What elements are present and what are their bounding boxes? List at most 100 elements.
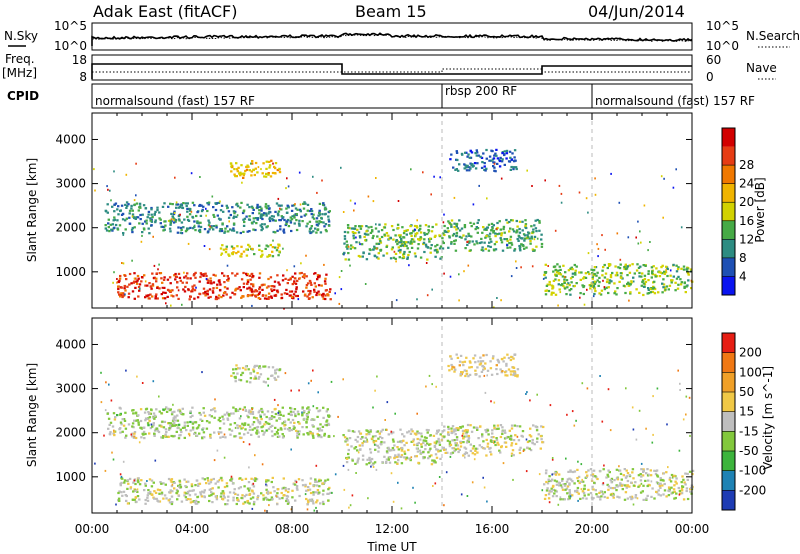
heatmap-cell <box>285 499 288 503</box>
heatmap-cell <box>647 288 650 291</box>
heatmap-cell <box>602 266 605 269</box>
heatmap-cell <box>261 429 264 433</box>
heatmap-cell <box>164 408 167 411</box>
heatmap-cell <box>365 233 368 236</box>
heatmap-cell <box>219 289 222 292</box>
heatmap-cell <box>328 486 331 489</box>
heatmap-cell <box>686 497 690 501</box>
heatmap-cell <box>320 284 323 287</box>
heatmap-cell <box>422 456 425 459</box>
heatmap-cell <box>485 353 488 357</box>
heatmap-cell <box>324 294 327 297</box>
heatmap-cell <box>227 230 230 233</box>
heatmap-cell <box>486 500 488 503</box>
heatmap-cell <box>478 444 481 447</box>
heatmap-cell <box>405 244 408 247</box>
heatmap-cell <box>254 454 256 457</box>
heatmap-cell <box>117 205 120 208</box>
heatmap-cell <box>318 478 321 481</box>
heatmap-cell <box>312 484 315 487</box>
heatmap-cell <box>264 381 267 384</box>
heatmap-cell <box>254 294 257 297</box>
heatmap-cell <box>271 411 274 414</box>
heatmap-cell <box>671 491 674 494</box>
heatmap-cell <box>287 278 290 281</box>
heatmap-cell <box>185 492 188 495</box>
heatmap-cell <box>519 246 522 249</box>
freq-panel-frame <box>91 54 693 81</box>
heatmap-cell <box>507 356 511 360</box>
heatmap-cell <box>217 480 220 483</box>
heatmap-cell <box>140 427 143 430</box>
heatmap-cell <box>107 218 110 221</box>
heatmap-cell <box>227 253 230 256</box>
heatmap-cell <box>117 280 120 283</box>
heatmap-cell <box>247 165 250 168</box>
heatmap-cell <box>113 170 115 173</box>
heatmap-cell <box>353 430 356 433</box>
heatmap-cell <box>644 479 647 482</box>
heatmap-cell <box>287 418 290 421</box>
heatmap-cell <box>651 270 654 273</box>
heatmap-cell <box>186 202 189 205</box>
heatmap-cell <box>162 435 165 438</box>
heatmap-cell <box>120 491 123 494</box>
heatmap-cell <box>222 291 226 294</box>
heatmap-cell <box>274 219 277 222</box>
heatmap-cell <box>240 164 243 167</box>
heatmap-cell <box>390 225 394 228</box>
heatmap-cell <box>171 490 174 493</box>
heatmap-cell <box>251 408 253 411</box>
heatmap-cell <box>131 215 134 218</box>
heatmap-cell <box>197 424 201 427</box>
heatmap-cell <box>235 502 238 506</box>
heatmap-cell <box>250 410 253 413</box>
heatmap-cell <box>416 226 419 229</box>
heatmap-cell <box>215 226 218 229</box>
heatmap-cell <box>480 360 483 363</box>
heatmap-cell <box>484 169 487 172</box>
heatmap-cell <box>578 191 581 194</box>
heatmap-cell <box>322 297 325 300</box>
heatmap-cell <box>218 427 222 430</box>
heatmap-cell <box>293 421 296 424</box>
heatmap-cell <box>388 456 391 459</box>
heatmap-cell <box>117 287 120 291</box>
heatmap-cell <box>242 250 246 253</box>
heatmap-cell <box>533 235 537 238</box>
heatmap-cell <box>126 487 129 490</box>
heatmap-cell <box>184 285 187 288</box>
heatmap-cell <box>591 473 595 476</box>
heatmap-cell <box>648 473 650 476</box>
heatmap-cell <box>209 435 212 438</box>
heatmap-cell <box>651 290 655 293</box>
heatmap-cell <box>405 229 408 232</box>
heatmap-cell <box>414 455 417 458</box>
heatmap-cell <box>552 291 555 294</box>
heatmap-cell <box>233 422 237 425</box>
heatmap-cell <box>285 220 289 223</box>
heatmap-cell <box>526 234 529 237</box>
heatmap-cell <box>138 498 141 501</box>
heatmap-cell <box>368 252 371 255</box>
heatmap-cell <box>659 494 662 497</box>
heatmap-cell <box>478 241 482 245</box>
heatmap-cell <box>615 271 619 274</box>
heatmap-cell <box>125 369 127 372</box>
heatmap-cell <box>406 257 409 260</box>
heatmap-cell <box>642 484 645 487</box>
heatmap-cell <box>260 229 263 232</box>
heatmap-cell <box>194 421 197 424</box>
heatmap-cell <box>187 227 190 230</box>
heatmap-cell <box>274 378 277 381</box>
heatmap-cell <box>566 492 569 495</box>
heatmap-cell <box>165 431 168 434</box>
heatmap-cell <box>316 480 319 483</box>
heatmap-cell <box>246 230 249 233</box>
heatmap-cell <box>258 367 262 370</box>
heatmap-cell <box>670 473 674 477</box>
heatmap-cell <box>373 247 376 250</box>
heatmap-cell <box>279 207 281 210</box>
heatmap-cell <box>236 170 239 173</box>
heatmap-cell <box>301 479 304 482</box>
